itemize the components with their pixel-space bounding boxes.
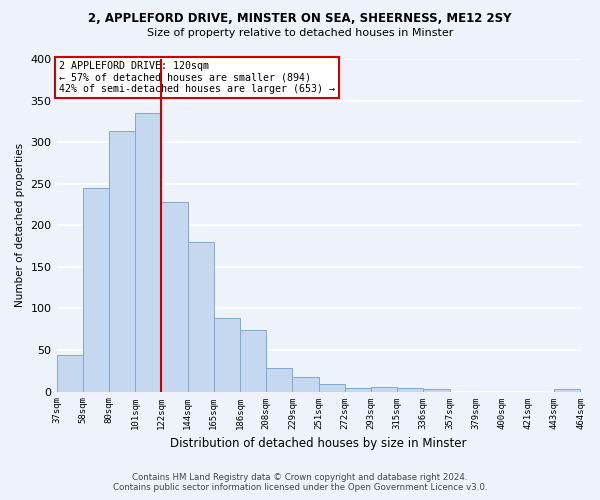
Bar xyxy=(266,368,292,392)
Bar xyxy=(188,242,214,392)
Bar xyxy=(161,202,188,392)
Bar xyxy=(424,389,449,392)
Bar xyxy=(109,132,135,392)
X-axis label: Distribution of detached houses by size in Minster: Distribution of detached houses by size … xyxy=(170,437,467,450)
Bar xyxy=(345,388,371,392)
Bar xyxy=(83,188,109,392)
Text: Contains HM Land Registry data © Crown copyright and database right 2024.
Contai: Contains HM Land Registry data © Crown c… xyxy=(113,473,487,492)
Bar xyxy=(554,389,580,392)
Bar xyxy=(135,113,161,392)
Text: 2, APPLEFORD DRIVE, MINSTER ON SEA, SHEERNESS, ME12 2SY: 2, APPLEFORD DRIVE, MINSTER ON SEA, SHEE… xyxy=(88,12,512,26)
Bar xyxy=(292,378,319,392)
Bar xyxy=(240,330,266,392)
Bar xyxy=(214,318,240,392)
Text: 2 APPLEFORD DRIVE: 120sqm
← 57% of detached houses are smaller (894)
42% of semi: 2 APPLEFORD DRIVE: 120sqm ← 57% of detac… xyxy=(59,60,335,94)
Y-axis label: Number of detached properties: Number of detached properties xyxy=(15,143,25,308)
Text: Size of property relative to detached houses in Minster: Size of property relative to detached ho… xyxy=(147,28,453,38)
Bar xyxy=(397,388,424,392)
Bar xyxy=(319,384,345,392)
Bar xyxy=(371,388,397,392)
Bar xyxy=(56,355,83,392)
